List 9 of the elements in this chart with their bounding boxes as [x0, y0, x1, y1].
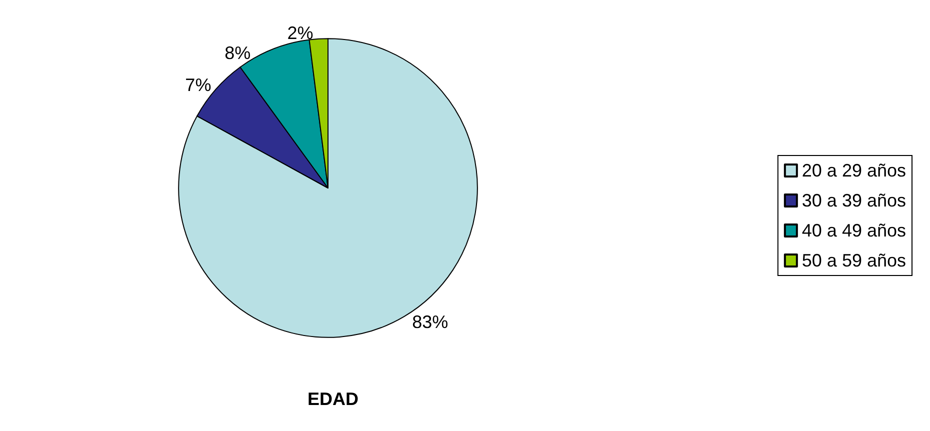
legend-label: 50 a 59 años: [802, 250, 906, 270]
legend-label: 40 a 49 años: [802, 220, 906, 240]
legend-label: 20 a 29 años: [802, 160, 906, 180]
data-label: 2%: [287, 22, 314, 43]
data-label: 83%: [412, 312, 448, 332]
data-label: 7%: [185, 75, 212, 96]
text: EDAD: [307, 389, 359, 409]
data-label: 8%: [224, 42, 251, 63]
legend-label: 30 a 39 años: [802, 190, 906, 210]
